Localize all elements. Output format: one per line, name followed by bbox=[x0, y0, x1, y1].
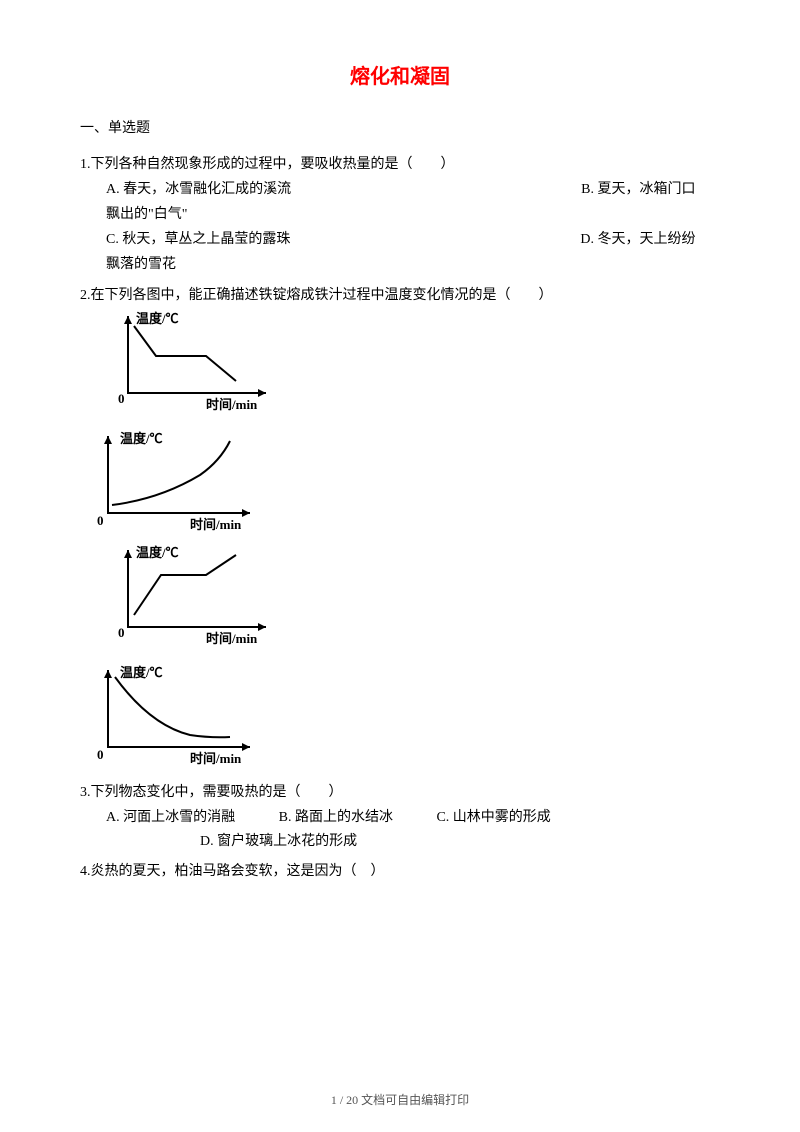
chart-a: 温度/℃ 时间/min 0 bbox=[106, 311, 276, 421]
svg-text:温度/℃: 温度/℃ bbox=[136, 311, 179, 326]
q3-opt-c: C. 山林中雾的形成 bbox=[436, 810, 550, 825]
svg-text:时间/min: 时间/min bbox=[206, 631, 258, 646]
q3-opt-a: A. 河面上冰雪的消融 bbox=[106, 810, 235, 825]
page-title: 熔化和凝固 bbox=[80, 60, 720, 89]
q2-opt-d: D. bbox=[403, 657, 417, 661]
svg-text:时间/min: 时间/min bbox=[190, 517, 242, 532]
q1-stem: 1.下列各种自然现象形成的过程中，要吸收热量的是（ ） bbox=[80, 153, 720, 177]
question-1: 1.下列各种自然现象形成的过程中，要吸收热量的是（ ） A. 春天，冰雪融化汇成… bbox=[80, 153, 720, 278]
svg-text:时间/min: 时间/min bbox=[206, 397, 258, 412]
svg-text:时间/min: 时间/min bbox=[190, 751, 242, 766]
q3-opt-b: B. 路面上的水结冰 bbox=[279, 810, 393, 825]
svg-text:温度/℃: 温度/℃ bbox=[120, 431, 163, 446]
q2-stem: 2.在下列各图中，能正确描述铁锭熔成铁汁过程中温度变化情况的是（ ） bbox=[80, 284, 720, 308]
chart-b: 温度/℃ 时间/min 0 bbox=[90, 431, 260, 541]
svg-text:温度/℃: 温度/℃ bbox=[136, 545, 179, 560]
chart-d: 温度/℃ 时间/min 0 bbox=[90, 665, 260, 775]
q3-stem: 3.下列物态变化中，需要吸热的是（ ） bbox=[80, 781, 720, 805]
question-4: 4.炎热的夏天，柏油马路会变软，这是因为（ ） bbox=[80, 860, 720, 884]
q3-opt-d: D. 窗户玻璃上冰花的形成 bbox=[80, 830, 720, 854]
svg-text:0: 0 bbox=[118, 391, 125, 406]
q1-opt-b-cont: 飘出的"白气" bbox=[80, 202, 720, 227]
section-heading: 一、单选题 bbox=[80, 117, 720, 137]
q1-opt-d-cont: 飘落的雪花 bbox=[80, 252, 720, 277]
page-footer: 1 / 20 文档可自由编辑打印 bbox=[0, 1091, 800, 1108]
svg-text:0: 0 bbox=[118, 625, 125, 640]
q2-opt-b: B. bbox=[404, 423, 417, 427]
q2-opt-c: C. bbox=[80, 657, 103, 661]
q1-opt-a: A. 春天，冰雪融化汇成的溪流 bbox=[106, 177, 291, 202]
question-2: 2.在下列各图中，能正确描述铁锭熔成铁汁过程中温度变化情况的是（ ） 温度/℃ … bbox=[80, 284, 720, 775]
svg-text:温度/℃: 温度/℃ bbox=[120, 665, 163, 680]
q2-opt-a: A. bbox=[80, 423, 104, 427]
chart-c: 温度/℃ 时间/min 0 bbox=[106, 545, 276, 655]
q1-opt-d: D. 冬天，天上纷纷 bbox=[580, 227, 695, 252]
svg-text:0: 0 bbox=[97, 747, 104, 762]
q1-opt-b: B. 夏天，冰箱门口 bbox=[581, 177, 695, 202]
svg-text:0: 0 bbox=[97, 513, 104, 528]
q4-stem: 4.炎热的夏天，柏油马路会变软，这是因为（ ） bbox=[80, 860, 720, 884]
question-3: 3.下列物态变化中，需要吸热的是（ ） A. 河面上冰雪的消融 B. 路面上的水… bbox=[80, 781, 720, 854]
q1-opt-c: C. 秋天，草丛之上晶莹的露珠 bbox=[106, 227, 290, 252]
